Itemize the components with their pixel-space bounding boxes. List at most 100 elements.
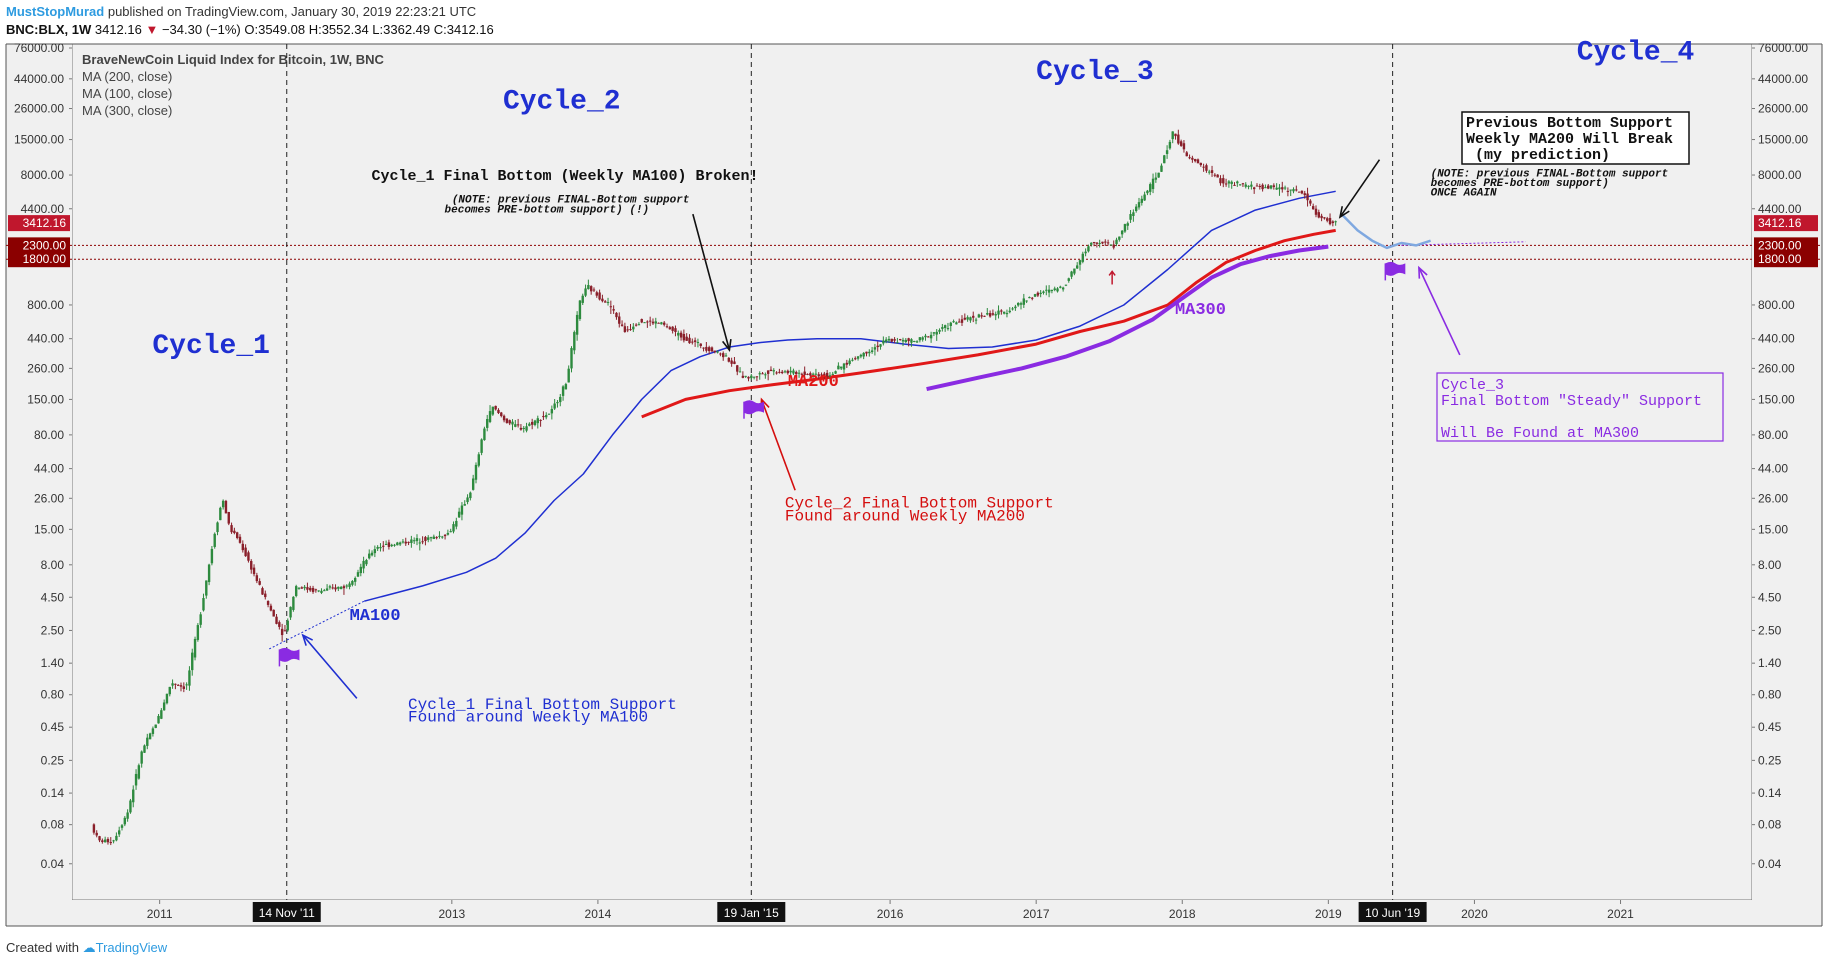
candle-body (469, 492, 472, 499)
candle-body (196, 625, 200, 640)
author-link[interactable]: MustStopMurad (6, 4, 105, 19)
candle-body (292, 596, 295, 610)
price-tag-right (1754, 215, 1818, 232)
candle-body (486, 419, 489, 428)
candle-body (640, 319, 643, 323)
candle-body (1258, 186, 1261, 188)
x-tick-label: 2018 (1169, 907, 1196, 921)
candle-body (266, 601, 270, 605)
candle-body (345, 585, 348, 587)
candle-body (938, 329, 941, 332)
arrow-prediction (1339, 159, 1381, 218)
candle-body (202, 598, 205, 611)
candle-body (1311, 206, 1315, 210)
candle-body (205, 580, 208, 596)
candle-body (230, 525, 233, 533)
candle-body (1078, 260, 1082, 265)
y-tick-right: 0.80 (1758, 688, 1782, 702)
candle-body (483, 428, 486, 441)
price-tag-right-text: 2300.00 (1758, 238, 1802, 252)
candle-body (907, 338, 910, 342)
candle-body (98, 836, 101, 841)
candle-body (691, 341, 694, 343)
tradingview-logo-icon[interactable]: ☁ (82, 940, 96, 955)
x-tick-label: 2013 (438, 907, 465, 921)
candle-body (252, 567, 256, 575)
candle-body (176, 684, 180, 686)
candle-body (1019, 303, 1023, 305)
candle-body (969, 317, 972, 321)
candle-body (502, 415, 506, 421)
candle-body (320, 590, 323, 593)
y-tick-left: 440.00 (27, 332, 64, 346)
candle-body (567, 368, 570, 383)
arrow-cycle3 (1418, 267, 1461, 356)
candle-body (435, 537, 438, 539)
candle-body (1326, 218, 1329, 221)
price-tag-left-text: 3412.16 (23, 216, 67, 230)
candle-body (719, 353, 722, 355)
candle-body (1090, 242, 1093, 245)
candle-body (1199, 162, 1203, 166)
candle-body (1202, 166, 1205, 168)
candle-body (1177, 134, 1180, 144)
candle-body (1286, 190, 1290, 192)
candle-body (421, 541, 424, 543)
candle-body (1137, 202, 1141, 208)
candle-body (1275, 187, 1278, 190)
candle-body (109, 842, 112, 844)
candle-body (831, 373, 834, 375)
tradingview-link[interactable]: TradingView (95, 940, 168, 955)
y-tick-left: 1.40 (41, 656, 65, 670)
candle-body (764, 374, 767, 376)
x-tick-label: 2014 (585, 907, 612, 921)
price-tag-left (8, 251, 70, 268)
candle-body (957, 321, 961, 323)
y-tick-left: 44000.00 (14, 72, 64, 86)
candle-body (775, 372, 778, 374)
candle-body (654, 321, 657, 324)
y-tick-right: 150.00 (1758, 392, 1795, 406)
candle-body (896, 342, 899, 344)
candle-body (255, 575, 259, 582)
candle-body (924, 335, 927, 338)
annotation-red: Found around Weekly MA200 (785, 508, 1025, 526)
candle-body (480, 439, 483, 453)
candle-body (623, 326, 627, 332)
candle-body (646, 321, 649, 323)
candle-body (1252, 187, 1256, 190)
candle-body (859, 354, 863, 357)
candle-body (851, 359, 854, 361)
candle-body (688, 337, 691, 344)
candle-body (317, 590, 320, 592)
candle-body (674, 328, 677, 332)
candle-body (1126, 223, 1129, 226)
candle-body (592, 289, 596, 291)
candle-body (120, 825, 124, 828)
y-tick-right: 26.00 (1758, 491, 1788, 505)
candle-body (1283, 187, 1287, 189)
candle-body (1193, 159, 1197, 162)
candle-body (663, 322, 666, 325)
candle-body (935, 331, 938, 335)
y-tick-left: 0.80 (41, 688, 65, 702)
candle-body (497, 409, 500, 414)
candle-body (238, 536, 242, 543)
candle-body (671, 326, 674, 331)
candle-body (932, 332, 936, 334)
date-markers: 14 Nov '11 19 Jan '15 10 Jun '19 (252, 44, 1427, 922)
candle-body (446, 532, 450, 535)
candle-body (1320, 215, 1323, 219)
arrows (301, 159, 1461, 699)
prediction-line-3: (my prediction) (1466, 147, 1610, 164)
candle-body (792, 370, 795, 374)
flag-icon (279, 647, 300, 662)
candle-body (1036, 292, 1040, 296)
candle-body (432, 536, 436, 540)
candle-body (941, 327, 944, 329)
candle-body (589, 286, 593, 292)
candle-body (1134, 206, 1138, 211)
candle-body (1157, 172, 1160, 178)
